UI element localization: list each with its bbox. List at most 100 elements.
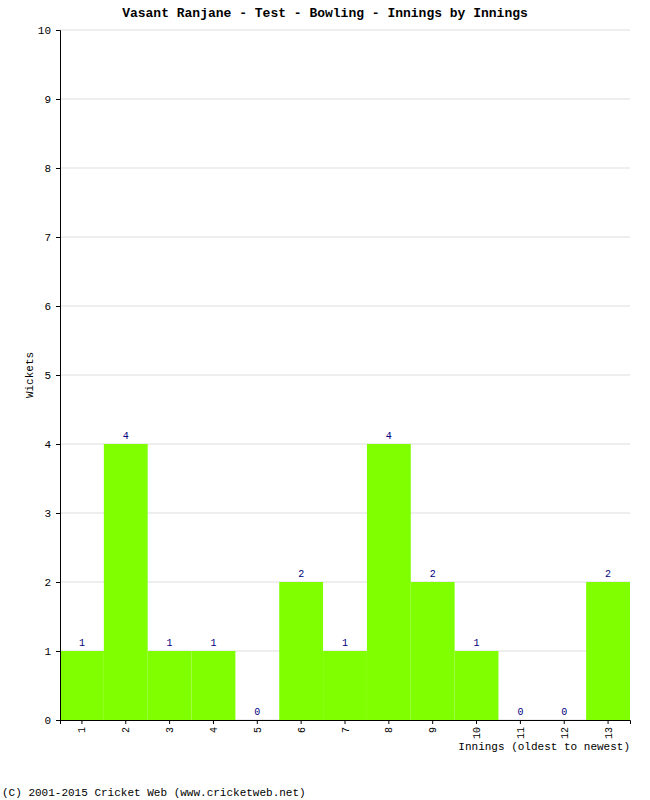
x-axis: 12345678910111213 [61,720,631,739]
tick-mark [56,237,60,238]
tick-label: 9 [428,727,439,733]
bar [455,651,499,720]
tick: 8 [44,163,60,175]
bar [60,651,104,720]
tick-label: 8 [44,163,51,175]
tick: 1 [44,646,60,658]
bar [104,444,148,720]
data-label: 1 [167,638,173,649]
axis-line [61,721,631,725]
tick: 9 [44,94,60,106]
tick-label: 5 [44,370,51,382]
tick-label: 11 [516,727,527,739]
grid-line [60,168,630,169]
tick-mark [301,720,302,724]
tick-label: 3 [44,508,51,520]
tick: 9 [428,720,439,733]
y-axis: 0 1 2 3 4 5 6 7 8 9 10 [38,25,61,727]
tick-label: 10 [472,727,483,739]
tick-mark [476,720,477,724]
tick-label: 1 [77,727,88,733]
tick: 12 [560,720,571,739]
tick-mark [125,720,126,724]
tick-mark [56,168,60,169]
tick: 6 [297,720,308,733]
tick-label: 6 [44,301,51,313]
tick-label: 13 [604,727,615,739]
grid [60,30,630,720]
tick: 1 [77,720,88,733]
tick-label: 4 [209,727,220,733]
data-label: 0 [517,707,523,718]
tick-mark [213,720,214,724]
tick-label: 0 [44,715,51,727]
tick: 7 [44,232,60,244]
grid-line [60,99,630,100]
data-label: 1 [210,638,216,649]
tick: 10 [38,25,60,37]
tick-mark [56,720,60,721]
data-labels: 1411021421002 [79,431,611,718]
tick-label: 5 [253,727,264,733]
tick-mark [608,720,609,724]
tick: 5 [253,720,264,733]
data-label: 1 [474,638,480,649]
tick-mark [520,720,521,724]
bar [498,720,542,721]
axis-line [56,31,61,721]
bar [279,582,323,720]
tick-label: 8 [384,727,395,733]
tick-mark [257,720,258,724]
tick-mark [169,720,170,724]
tick-mark [81,720,82,724]
data-label: 2 [605,569,611,580]
tick-mark [56,375,60,376]
data-label: 0 [561,707,567,718]
bar [192,651,236,720]
tick-mark [56,444,60,445]
data-label: 2 [430,569,436,580]
tick: 11 [516,720,527,739]
data-label: 4 [123,431,129,442]
chart: 1411021421002012345678910123456789101112… [0,0,650,800]
tick: 7 [341,720,352,733]
tick-label: 12 [560,727,571,739]
x-axis-title: Innings (oldest to newest) [458,741,630,753]
data-label: 4 [386,431,392,442]
data-label: 1 [79,638,85,649]
bar [542,720,586,721]
grid-line [60,30,630,31]
tick-mark [388,720,389,724]
tick: 4 [44,439,60,451]
tick-label: 7 [44,232,51,244]
tick: 8 [384,720,395,733]
title: Vasant Ranjane - Test - Bowling - Inning… [122,6,528,21]
bar [586,582,630,720]
footer: (C) 2001-2015 Cricket Web (www.cricketwe… [2,787,306,799]
y-axis-title: Wickets [24,352,36,398]
bars [60,444,630,720]
tick-label: 4 [44,439,51,451]
tick: 10 [472,720,483,739]
tick-mark [56,513,60,514]
tick: 3 [44,508,60,520]
grid-line [60,375,630,376]
tick: 2 [44,577,60,589]
tick: 2 [121,720,132,733]
tick-label: 9 [44,94,51,106]
tick-label: 7 [341,727,352,733]
tick: 0 [44,715,60,727]
tick-mark [56,30,60,31]
annotations: (C) 2001-2015 Cricket Web (www.cricketwe… [2,787,306,799]
tick-label: 6 [297,727,308,733]
tick-mark [56,99,60,100]
tick: 3 [165,720,176,733]
bar [323,651,367,720]
data-label: 2 [298,569,304,580]
data-label: 1 [342,638,348,649]
tick: 13 [604,720,615,739]
tick-mark [345,720,346,724]
bar [235,720,279,721]
bar [411,582,455,720]
grid-line [60,237,630,238]
